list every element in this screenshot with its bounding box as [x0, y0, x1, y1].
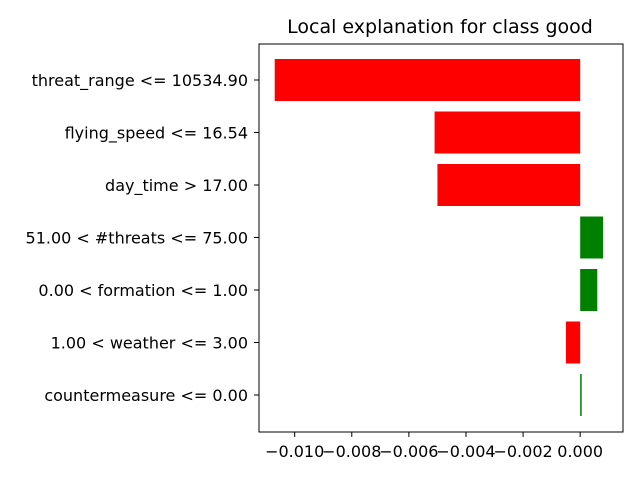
x-axis-ticks: −0.010−0.008−0.006−0.004−0.002 0.000 [265, 432, 603, 461]
bar [580, 374, 582, 416]
y-tick-label: countermeasure <= 0.00 [44, 386, 248, 405]
x-tick-label: −0.006 [379, 442, 438, 461]
bars [274, 59, 604, 416]
x-tick-label: −0.004 [436, 442, 495, 461]
bar [565, 321, 581, 364]
bar [434, 111, 581, 154]
y-tick-label: flying_speed <= 16.54 [65, 124, 248, 144]
bar [274, 59, 581, 101]
y-tick-label: threat_range <= 10534.90 [32, 71, 248, 91]
y-axis-labels: threat_range <= 10534.90 flying_speed <= … [26, 71, 259, 405]
x-tick-label: −0.002 [493, 442, 552, 461]
x-tick-label: −0.010 [265, 442, 324, 461]
plot-frame [258, 43, 624, 433]
y-tick-label: 51.00 < #threats <= 75.00 [26, 229, 248, 248]
chart-title: Local explanation for class good [287, 16, 593, 38]
y-tick-label: 1.00 < weather <= 3.00 [51, 334, 248, 353]
x-tick-label: −0.008 [322, 442, 381, 461]
y-tick-label: day_time > 17.00 [105, 176, 248, 196]
bar [580, 216, 604, 259]
y-tick-label: 0.00 < formation <= 1.00 [38, 281, 248, 300]
x-tick-label: 0.000 [557, 442, 603, 461]
bar [580, 269, 598, 311]
bar [437, 164, 581, 206]
